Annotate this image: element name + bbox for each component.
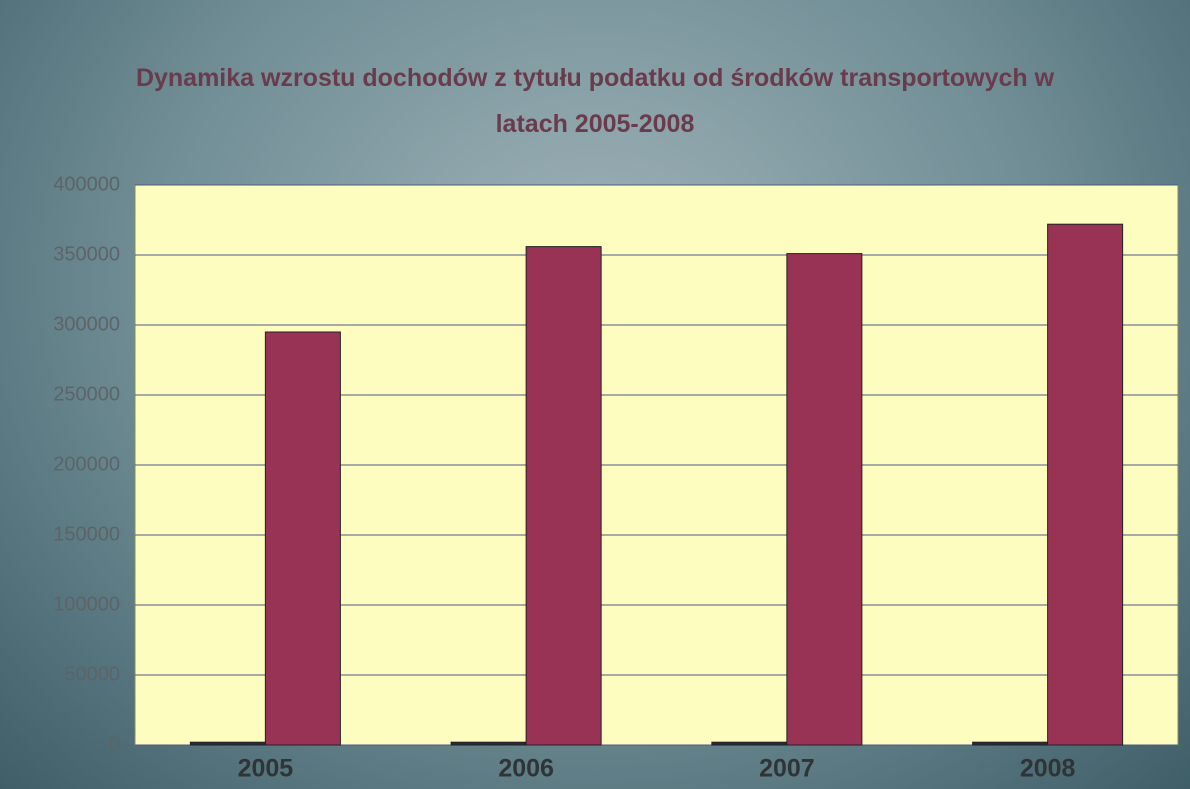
y-tick-label: 0 — [109, 733, 120, 755]
bar — [450, 741, 527, 746]
y-tick-label: 300000 — [53, 313, 120, 335]
bar — [711, 741, 788, 746]
bar — [1047, 223, 1124, 746]
y-tick-label: 200000 — [53, 453, 120, 475]
x-tick-label: 2006 — [498, 755, 554, 783]
y-tick-label: 250000 — [53, 383, 120, 405]
bar — [972, 741, 1049, 746]
x-tick-label: 2008 — [1020, 755, 1076, 783]
y-tick-label: 350000 — [53, 243, 120, 265]
y-tick-label: 50000 — [64, 663, 120, 685]
bar — [189, 741, 266, 746]
y-tick-label: 100000 — [53, 593, 120, 615]
bar — [786, 253, 863, 746]
x-tick-label: 2007 — [759, 755, 815, 783]
x-tick-label: 2005 — [238, 755, 294, 783]
bar — [264, 331, 341, 746]
y-tick-label: 150000 — [53, 523, 120, 545]
y-tick-label: 400000 — [53, 173, 120, 195]
bar — [525, 246, 602, 746]
chart-title: Dynamika wzrostu dochodów z tytułu podat… — [135, 64, 1055, 138]
